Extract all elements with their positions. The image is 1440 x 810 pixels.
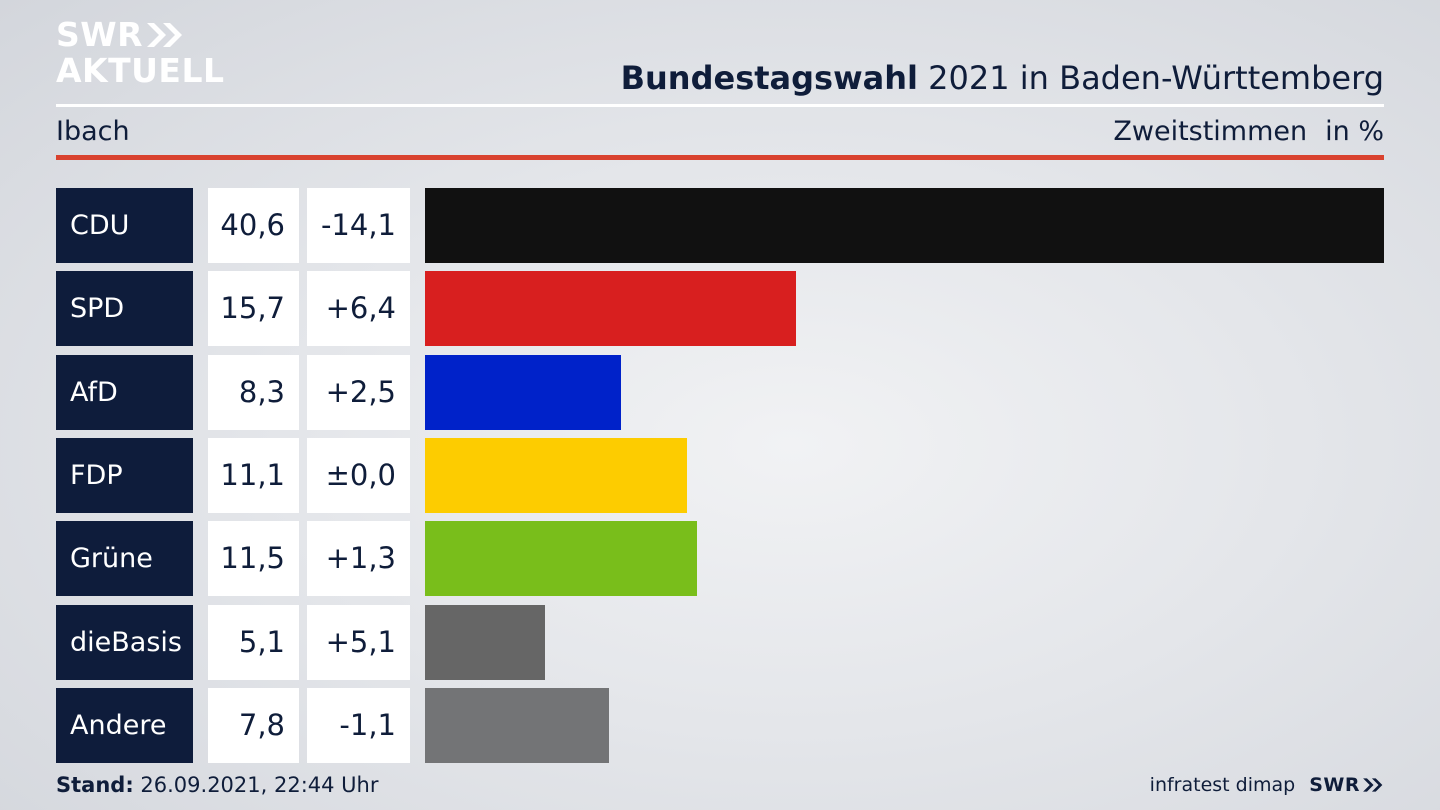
double-chevron-icon [1363, 778, 1383, 792]
chart-row: Andere 7,8 -1,1 [0, 687, 1440, 763]
value-label: 7,8 [208, 687, 299, 763]
header-divider [56, 104, 1384, 107]
party-label: SPD [56, 271, 193, 347]
bar [425, 604, 545, 680]
diff-label: -1,1 [307, 687, 410, 763]
bar [425, 354, 621, 430]
bar [425, 271, 796, 347]
source-credit: infratest dimap SWR [1150, 772, 1384, 798]
party-label: Andere [56, 687, 193, 763]
logo-swr-text: SWR [56, 15, 144, 54]
title-rest: 2021 in Baden-Württemberg [917, 59, 1384, 97]
chart-row: FDP 11,1 ±0,0 [0, 437, 1440, 513]
measure-label-group: Zweitstimmen in % [1113, 114, 1384, 150]
value-label: 15,7 [208, 271, 299, 347]
party-label: FDP [56, 437, 193, 513]
chart-row: Grüne 11,5 +1,3 [0, 521, 1440, 597]
page-title: Bundestagswahl 2021 in Baden-Württemberg [621, 56, 1384, 100]
bar [425, 437, 687, 513]
value-label: 5,1 [208, 604, 299, 680]
chart-row: CDU 40,6 -14,1 [0, 188, 1440, 263]
bar [425, 521, 697, 597]
party-label: Grüne [56, 521, 193, 597]
chart-row: SPD 15,7 +6,4 [0, 271, 1440, 347]
diff-label: +1,3 [307, 521, 410, 597]
unit-label: in % [1325, 116, 1384, 147]
bar [425, 687, 609, 763]
bar [425, 188, 1384, 263]
diff-label: +6,4 [307, 271, 410, 347]
double-chevron-icon [147, 23, 183, 47]
logo-aktuell-text: AKTUELL [56, 51, 225, 90]
diff-label: +5,1 [307, 604, 410, 680]
value-label: 11,1 [208, 437, 299, 513]
diff-label: -14,1 [307, 188, 410, 263]
region-label: Ibach [56, 116, 130, 147]
source-label: infratest dimap [1149, 774, 1296, 796]
party-label: AfD [56, 354, 193, 430]
measure-label: Zweitstimmen [1113, 116, 1308, 147]
accent-divider [56, 155, 1384, 160]
value-label: 11,5 [208, 521, 299, 597]
value-label: 8,3 [208, 354, 299, 430]
diff-label: ±0,0 [307, 437, 410, 513]
swr-brand-text: SWR [1309, 774, 1360, 796]
party-label: CDU [56, 188, 193, 263]
swr-brand: SWR [1309, 772, 1384, 798]
chart-row: dieBasis 5,1 +5,1 [0, 604, 1440, 680]
stand-value: 26.09.2021, 22:44 Uhr [133, 773, 379, 797]
value-label: 40,6 [208, 188, 299, 263]
swr-aktuell-logo: SWR AKTUELL [56, 16, 226, 92]
party-label: dieBasis [56, 604, 193, 680]
title-bold: Bundestagswahl [620, 59, 918, 97]
timestamp: Stand: 26.09.2021, 22:44 Uhr [56, 771, 379, 799]
chart-row: AfD 8,3 +2,5 [0, 354, 1440, 430]
stand-label: Stand: [56, 773, 134, 797]
diff-label: +2,5 [307, 354, 410, 430]
